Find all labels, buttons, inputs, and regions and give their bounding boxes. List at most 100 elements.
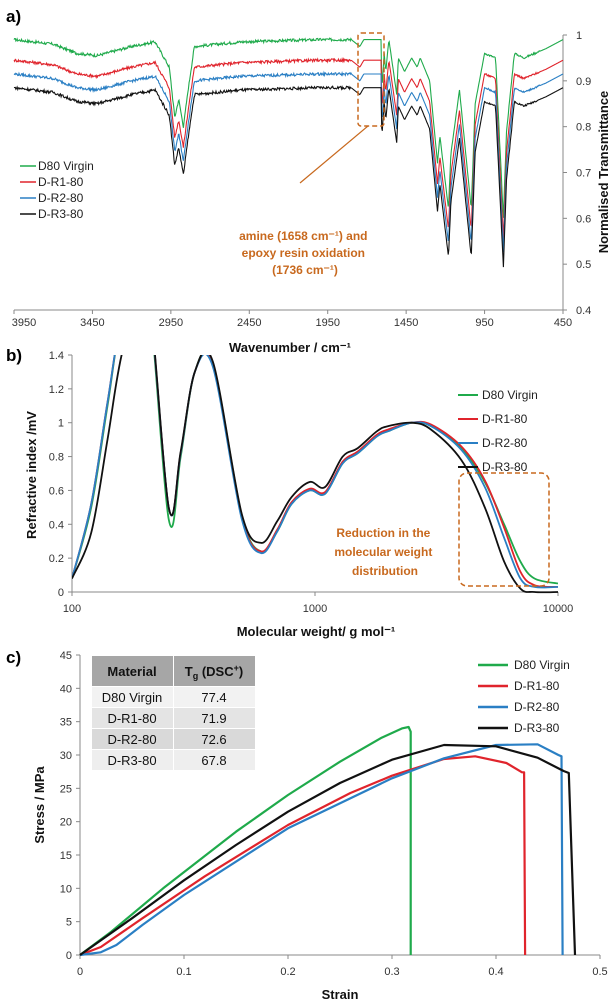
panel-c-legend-label-3: D-R3-80	[514, 721, 560, 735]
panel-c-x-axis-title: Strain	[322, 987, 359, 1002]
panel-a-y-ticks: 0.4 0.5 0.6 0.7 0.8 0.9 1	[563, 30, 591, 317]
panel-b-y-tick-label: 0.4	[49, 519, 64, 531]
tg-table-cell	[92, 687, 173, 707]
panel-b-annotation: Reduction in the molecular weight distri…	[334, 526, 435, 578]
panel-b-y-tick-label: 1	[58, 418, 64, 430]
panel-b-x-tick-label: 10000	[543, 603, 574, 615]
panel-c-x-tick-label: 0	[77, 966, 83, 978]
panel-c-legend: D80 Virgin D-R1-80 D-R2-80 D-R3-80	[478, 658, 570, 735]
panel-c-y-tick-label: 10	[60, 883, 72, 895]
panel-a-series-line	[13, 84, 564, 268]
panel-c-x-tick-label: 0.4	[488, 966, 503, 978]
panel-b-x-tick-label: 100	[63, 603, 81, 615]
panel-c-x-tick-label: 0.5	[592, 966, 607, 978]
tg-table-cell	[174, 750, 255, 770]
panel-a-x-tick-label: 2950	[159, 317, 183, 329]
tg-table-row-3-material: D-R3-80	[107, 753, 156, 768]
panel-b-y-tick-label: 0	[58, 587, 64, 599]
panel-a-series-line	[13, 37, 564, 218]
panel-c-y-ticks: 0 5 10 15 20 25 30 35 40 45	[60, 650, 80, 962]
panel-b-y-tick-label: 1.2	[49, 384, 64, 396]
panel-a-legend-label-3: D-R3-80	[38, 207, 84, 221]
panel-c-series-line	[79, 743, 564, 957]
tg-table-row-1-value: 71.9	[201, 711, 226, 726]
panel-c-y-tick-label: 45	[60, 650, 72, 662]
panel-b-legend-label-2: D-R2-80	[482, 436, 528, 450]
panel-c-y-tick-label: 0	[66, 950, 72, 962]
panel-a-annotation-line-2: epoxy resin oxidation	[242, 246, 365, 260]
panel-a-x-tick-label: 1950	[315, 317, 339, 329]
tg-table-row-1-material: D-R1-80	[107, 711, 156, 726]
tg-table-cell	[92, 729, 173, 749]
panel-a-series-line	[13, 70, 564, 253]
panel-b-legend-label-0: D80 Virgin	[482, 388, 538, 402]
panel-a-annotation: amine (1658 cm⁻¹) and epoxy resin oxidat…	[239, 229, 371, 277]
panel-a-y-tick-label: 0.9	[576, 76, 591, 88]
panel-a-legend-label-0: D80 Virgin	[38, 159, 94, 173]
panel-a-x-tick-label: 3950	[12, 317, 36, 329]
panel-b-legend: D80 Virgin D-R1-80 D-R2-80 D-R3-80	[458, 388, 538, 474]
panel-c-y-tick-label: 30	[60, 750, 72, 762]
panel-a-y-tick-label: 0.6	[576, 213, 591, 225]
panel-c-y-tick-label: 25	[60, 783, 72, 795]
tg-table-header-cell-0	[92, 656, 173, 686]
panel-a-label: a)	[6, 7, 21, 26]
panel-b-series	[72, 355, 558, 594]
panel-c-series-line	[79, 743, 577, 956]
tg-table-header-cell-1	[174, 656, 255, 686]
panel-a-annotation-pointer	[299, 125, 369, 184]
panel-a-x-tick-label: 450	[554, 317, 572, 329]
panel-b-label: b)	[6, 346, 22, 365]
panel-b-annotation-line-1: Reduction in the	[336, 526, 430, 540]
panel-b-annotation-line-3: distribution	[352, 564, 418, 578]
panel-a-highlight-box	[357, 32, 385, 127]
panel-b-annotation-line-2: molecular weight	[334, 545, 432, 559]
panel-c-y-tick-label: 35	[60, 717, 72, 729]
panel-c-x-tick-label: 0.1	[176, 966, 191, 978]
panel-c-y-tick-label: 20	[60, 817, 72, 829]
panel-a-annotation-line-1: amine (1658 cm⁻¹) and	[239, 229, 367, 243]
panel-c-x-tick-label: 0.2	[280, 966, 295, 978]
panel-b-x-ticks: 100 1000 10000	[63, 592, 573, 615]
panel-b-x-tick-label: 1000	[303, 603, 327, 615]
panel-a-legend-label-2: D-R2-80	[38, 191, 84, 205]
panel-a-y-axis-title: Normalised Transmittance	[596, 91, 611, 254]
panel-a-y-tick-label: 0.7	[576, 168, 591, 180]
tg-table-row-0-material: D80 Virgin	[102, 690, 162, 705]
panel-b-y-tick-label: 1.4	[49, 350, 64, 362]
panel-b-legend-label-3: D-R3-80	[482, 460, 528, 474]
tg-table-header-tg: Tg (DSC+)	[185, 663, 243, 681]
panel-c-y-axis-title: Stress / MPa	[32, 766, 47, 844]
panel-a-series-line	[13, 56, 564, 240]
tg-table: Material Tg (DSC+) D80 Virgin 77.4 D-R1-…	[92, 656, 255, 770]
tg-table-row-3-value: 67.8	[201, 753, 226, 768]
tg-table-row-0-value: 77.4	[201, 690, 226, 705]
panel-b-y-tick-label: 0.6	[49, 485, 64, 497]
panel-a-x-tick-label: 1450	[394, 317, 418, 329]
tg-table-cell	[92, 750, 173, 770]
panel-b-series-line	[72, 355, 558, 594]
panel-a-y-tick-label: 0.4	[576, 305, 591, 317]
panel-c-x-ticks: 0 0.1 0.2 0.3 0.4 0.5	[77, 955, 608, 978]
tg-table-cell	[92, 708, 173, 728]
panel-c-legend-label-2: D-R2-80	[514, 700, 560, 714]
panel-b-highlight-box	[458, 472, 550, 587]
panel-c-series	[79, 725, 577, 957]
panel-a-legend-label-1: D-R1-80	[38, 175, 84, 189]
panel-a-x-tick-label: 3450	[80, 317, 104, 329]
panel-c-plot-area	[79, 655, 600, 956]
panel-a-annotation-line-3: (1736 cm⁻¹)	[272, 263, 338, 277]
panel-c-legend-label-1: D-R1-80	[514, 679, 560, 693]
panel-a-x-ticks: 3950 3450 2950 2450 1950 1450 950 450	[12, 310, 572, 329]
panel-c-y-tick-label: 5	[66, 917, 72, 929]
tg-table-cell	[174, 729, 255, 749]
tg-table-row-2-material: D-R2-80	[107, 732, 156, 747]
panel-a-y-tick-label: 0.8	[576, 122, 591, 134]
panel-b-y-tick-label: 0.8	[49, 452, 64, 464]
panel-c-label: c)	[6, 648, 21, 667]
panel-a-x-tick-label: 2450	[237, 317, 261, 329]
panel-a-y-tick-label: 1	[576, 30, 582, 42]
tg-table-cell	[174, 708, 255, 728]
panel-a-x-tick-label: 950	[475, 317, 493, 329]
